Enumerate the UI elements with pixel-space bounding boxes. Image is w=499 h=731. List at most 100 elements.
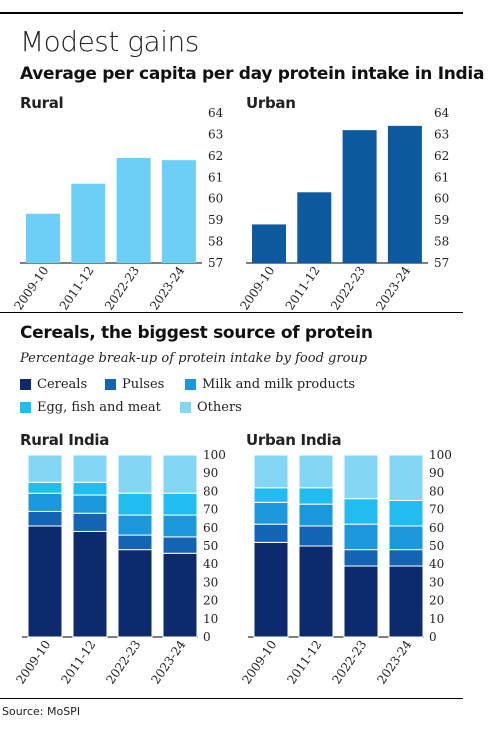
y-tick-label: 63 bbox=[208, 127, 223, 141]
section-divider bbox=[0, 312, 463, 313]
y-tick-label: 90 bbox=[203, 466, 218, 480]
legend-item-egg-fish-meat: Egg, fish and meat bbox=[20, 400, 161, 415]
y-tick-label: 62 bbox=[208, 149, 223, 163]
bar-segment-pulses bbox=[253, 523, 289, 543]
y-tick-label: 60 bbox=[208, 192, 223, 206]
y-tick-label: 60 bbox=[429, 521, 444, 535]
headline: Modest gains bbox=[20, 25, 199, 58]
y-tick-label: 90 bbox=[429, 466, 444, 480]
y-tick-label: 40 bbox=[203, 557, 218, 571]
bar bbox=[297, 192, 332, 263]
legend-item-others: Others bbox=[180, 400, 242, 415]
y-tick-label: 30 bbox=[203, 575, 218, 589]
bar-segment-cereals bbox=[27, 525, 63, 638]
bar-segment-milk-and-milk-products bbox=[298, 503, 334, 527]
bar-segment-cereals bbox=[388, 565, 424, 638]
top-rule bbox=[0, 12, 463, 14]
bar bbox=[387, 125, 422, 263]
bar bbox=[342, 130, 377, 263]
y-tick-label: 40 bbox=[429, 557, 444, 571]
urban-india-panel-label: Urban India bbox=[246, 431, 342, 449]
y-tick-label: 61 bbox=[434, 170, 449, 184]
y-tick-label: 64 bbox=[208, 106, 224, 120]
y-tick-label: 57 bbox=[434, 256, 449, 270]
y-tick-label: 0 bbox=[203, 630, 211, 644]
y-tick-label: 59 bbox=[434, 213, 449, 227]
source-note: Source: MoSPI bbox=[2, 705, 81, 718]
rural-panel-label: Rural bbox=[20, 94, 64, 112]
bar-segment-cereals bbox=[253, 541, 289, 638]
legend-item-cereals: Cereals bbox=[20, 377, 87, 392]
bar bbox=[161, 160, 196, 263]
legend-label: Pulses bbox=[122, 377, 165, 392]
category-label: 2009-10 bbox=[239, 638, 279, 687]
legend-swatch-egg-fish-meat bbox=[20, 402, 31, 413]
bar-segment-others bbox=[298, 454, 334, 489]
section2-title: Cereals, the biggest source of protein bbox=[20, 323, 373, 343]
bar bbox=[71, 183, 106, 263]
y-tick-label: 70 bbox=[203, 503, 218, 517]
bar-segment-pulses bbox=[343, 549, 379, 567]
section2-subtitle: Percentage break-up of protein intake by… bbox=[20, 351, 368, 366]
legend-swatch-others bbox=[180, 402, 191, 413]
bar bbox=[116, 158, 151, 263]
y-tick-label: 61 bbox=[208, 170, 223, 184]
bar-segment-cereals bbox=[343, 565, 379, 638]
y-tick-label: 50 bbox=[429, 539, 444, 553]
bar bbox=[26, 213, 60, 263]
bar bbox=[252, 224, 286, 263]
bar-segment-pulses bbox=[298, 525, 334, 547]
bar-segment-cereals bbox=[72, 530, 108, 638]
urban-panel-label: Urban bbox=[246, 94, 296, 112]
y-tick-label: 100 bbox=[429, 448, 452, 462]
legend-label: Cereals bbox=[37, 377, 88, 392]
bar-segment-others bbox=[253, 454, 289, 489]
bar-segment-egg-fish-and-meat bbox=[388, 500, 424, 527]
y-tick-label: 20 bbox=[203, 594, 218, 608]
y-tick-label: 70 bbox=[429, 503, 444, 517]
y-tick-label: 64 bbox=[434, 106, 450, 120]
y-tick-label: 58 bbox=[434, 235, 449, 249]
y-tick-label: 63 bbox=[434, 127, 449, 141]
y-tick-label: 100 bbox=[203, 448, 226, 462]
y-tick-label: 50 bbox=[203, 539, 218, 553]
legend-label: Others bbox=[197, 400, 242, 415]
legend-item-pulses: Pulses bbox=[105, 377, 164, 392]
y-tick-label: 0 bbox=[429, 630, 437, 644]
y-tick-label: 20 bbox=[429, 594, 444, 608]
y-tick-label: 60 bbox=[434, 192, 449, 206]
legend-label: Milk and milk products bbox=[202, 377, 356, 392]
y-tick-label: 80 bbox=[429, 484, 444, 498]
y-tick-label: 59 bbox=[208, 213, 223, 227]
legend-swatch-pulses bbox=[105, 379, 116, 390]
bar-segment-egg-fish-and-meat bbox=[343, 498, 379, 525]
category-label: 2023-24 bbox=[374, 637, 414, 686]
y-tick-label: 60 bbox=[203, 521, 218, 535]
bar-segment-egg-fish-and-meat bbox=[298, 487, 334, 505]
bar-segment-others bbox=[27, 454, 63, 483]
y-tick-label: 58 bbox=[208, 235, 223, 249]
legend-label: Egg, fish and meat bbox=[37, 400, 161, 415]
category-label: 2011-12 bbox=[284, 638, 324, 687]
y-tick-label: 80 bbox=[203, 484, 218, 498]
bar-segment-pulses bbox=[388, 549, 424, 567]
y-tick-label: 57 bbox=[208, 256, 223, 270]
y-tick-label: 62 bbox=[434, 149, 449, 163]
bar-segment-others bbox=[343, 454, 379, 500]
bar-segment-egg-fish-and-meat bbox=[253, 487, 289, 503]
section1-title: Average per capita per day protein intak… bbox=[20, 64, 485, 84]
bar-segment-cereals bbox=[117, 549, 153, 638]
bar-segment-cereals bbox=[162, 552, 198, 638]
category-label: 2022-23 bbox=[329, 638, 369, 687]
bottom-rule bbox=[0, 698, 463, 699]
rural-india-panel-label: Rural India bbox=[20, 431, 110, 449]
legend-item-milk: Milk and milk products bbox=[185, 377, 355, 392]
legend-swatch-cereals bbox=[20, 379, 31, 390]
bar-segment-cereals bbox=[298, 545, 334, 638]
bar-segment-others bbox=[117, 454, 153, 494]
bar-segment-milk-and-milk-products bbox=[388, 525, 424, 551]
